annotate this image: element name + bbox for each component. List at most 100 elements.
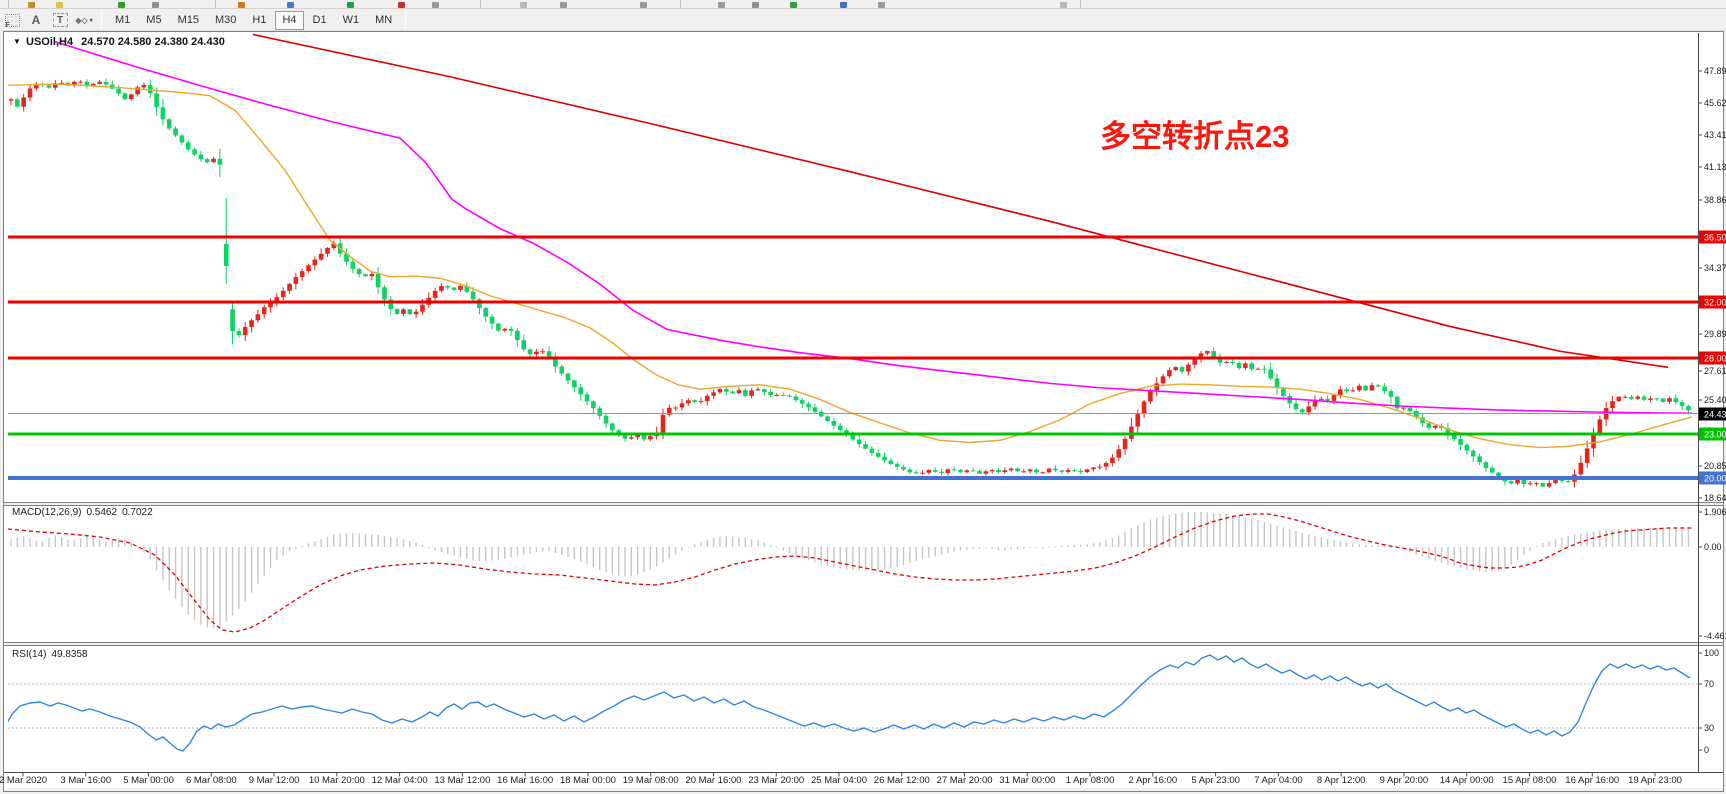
macd-hist-bar (257, 547, 259, 585)
axis-tick-label: 0.00 (1704, 542, 1722, 552)
toolbar-icon-fragment[interactable] (56, 2, 63, 8)
toolbar-separator (405, 11, 407, 29)
candle-down (1420, 417, 1425, 424)
panel-divider[interactable] (4, 502, 1723, 506)
toolbar-icon-fragment[interactable] (752, 2, 759, 8)
timeframe-button-d1[interactable]: D1 (312, 14, 327, 26)
annotation-text[interactable]: 多空转折点23 (1100, 119, 1289, 154)
candle-up (717, 388, 723, 393)
macd-hist-bar (738, 537, 740, 547)
macd-hist-bar (871, 547, 873, 571)
hline-28.000[interactable] (8, 356, 1698, 360)
macd-hist-bar (396, 538, 398, 547)
timeframe-button-m30[interactable]: M30 (214, 14, 237, 26)
toolbar-icon-fragment[interactable] (840, 2, 847, 8)
axis-tick-label: 70 (1704, 679, 1714, 689)
macd-hist-bar (288, 547, 291, 552)
toolbar-icon-fragment[interactable] (347, 2, 354, 8)
macd-hist-bar (219, 547, 221, 627)
toolbar-icon-fragment[interactable] (520, 2, 527, 8)
candle-down (185, 142, 191, 150)
toolbar-icon-fragment[interactable] (287, 2, 294, 8)
macd-hist-bar (124, 539, 126, 547)
toolbar-icon-fragment[interactable] (718, 2, 725, 8)
macd-hist-bar (333, 534, 335, 547)
shapes-icon[interactable]: ◆◇ ▾ (73, 11, 95, 29)
candle-up (72, 81, 77, 86)
macd-hist-bar (706, 539, 708, 547)
toolbar-icon-fragment[interactable] (238, 2, 245, 8)
macd-hist-bar (1054, 546, 1057, 548)
macd-hist-bar (1168, 514, 1171, 547)
candle-down (1559, 479, 1565, 482)
toolbar-icon-fragment[interactable] (28, 2, 35, 8)
macd-hist-bar (491, 547, 493, 561)
candle-up (1515, 479, 1520, 484)
text-box-icon[interactable]: T (49, 11, 71, 29)
candle-down (382, 287, 387, 300)
chart-dropdown-icon[interactable]: ▼ (13, 37, 21, 46)
candle-up (255, 314, 261, 321)
candle-down (1388, 391, 1394, 397)
macd-hist-bar (744, 537, 746, 547)
timeframe-button-h4[interactable]: H4 (275, 11, 304, 30)
macd-hist-bar (674, 547, 677, 555)
timeframe-button-m15[interactable]: M15 (177, 14, 199, 26)
candle-down (1426, 423, 1432, 428)
candle-up (1331, 395, 1337, 401)
timeframe-button-h1[interactable]: H1 (252, 14, 267, 26)
timeframe-button-w1[interactable]: W1 (342, 14, 360, 26)
toolbar-icon-fragment[interactable] (878, 2, 885, 8)
hline-36.500[interactable] (8, 235, 1698, 239)
macd-hist-bar (1231, 514, 1234, 547)
hline-20.000[interactable] (8, 476, 1698, 480)
macd-hist-bar (402, 539, 405, 547)
timeframe-button-mn[interactable]: MN (375, 14, 393, 26)
toolbar-icon-fragment[interactable] (432, 2, 439, 8)
macd-hist-bar (1301, 532, 1304, 547)
panel-divider[interactable] (4, 642, 1723, 646)
candle-down (825, 416, 830, 422)
candle-up (1192, 358, 1198, 365)
grid-pattern-icon[interactable]: F (1, 11, 23, 29)
toolbar-icon-fragment[interactable] (118, 2, 125, 8)
candle-up (1578, 462, 1584, 475)
candle-down (407, 309, 413, 315)
label-a-icon[interactable]: A (31, 13, 41, 27)
candle-up (1597, 419, 1603, 434)
candle-down (46, 85, 52, 88)
macd-hist-bar (428, 547, 430, 548)
toolbar-icon-fragment[interactable] (1060, 2, 1067, 8)
macd-hist-bar (643, 547, 645, 573)
candle-up (1648, 398, 1653, 400)
toolbar-main: F A T ◆◇ ▾ M1 M5 M15 M30 H1 H4 D1 W1 MN (0, 10, 1726, 31)
candle-down (1344, 389, 1349, 392)
macd-hist-bar (1630, 528, 1633, 547)
candle-down (179, 135, 185, 143)
toolbar-icon-fragment[interactable] (152, 2, 159, 8)
macd-hist-bar (725, 536, 727, 547)
macd-hist-bar (1276, 525, 1278, 547)
candle-down (856, 439, 862, 445)
time-axis-label: 27 Mar 20:00 (937, 775, 993, 786)
toolbar-icon-fragment[interactable] (790, 2, 797, 8)
shapes-glyph: ◆◇ (75, 15, 88, 25)
toolbar-icon-fragment[interactable] (640, 2, 647, 8)
macd-hist-bar (497, 547, 500, 560)
macd-hist-bar (1250, 518, 1253, 547)
candle-down (1034, 469, 1039, 473)
timeframe-button-m5[interactable]: M5 (146, 14, 162, 26)
trendline-red[interactable] (252, 33, 1669, 369)
timeframe-button-m1[interactable]: M1 (115, 14, 131, 26)
macd-hist-bar (852, 547, 854, 571)
candle-down (84, 81, 90, 87)
toolbar-icon-fragment[interactable] (398, 2, 405, 8)
hline-23.000[interactable] (8, 432, 1698, 436)
hline-32.000[interactable] (8, 300, 1698, 304)
candle-down (1451, 434, 1457, 440)
macd-hist-bar (966, 547, 968, 550)
toolbar-icon-fragment[interactable] (560, 2, 567, 8)
candle-up (331, 243, 337, 249)
macd-hist-bar (763, 542, 765, 547)
